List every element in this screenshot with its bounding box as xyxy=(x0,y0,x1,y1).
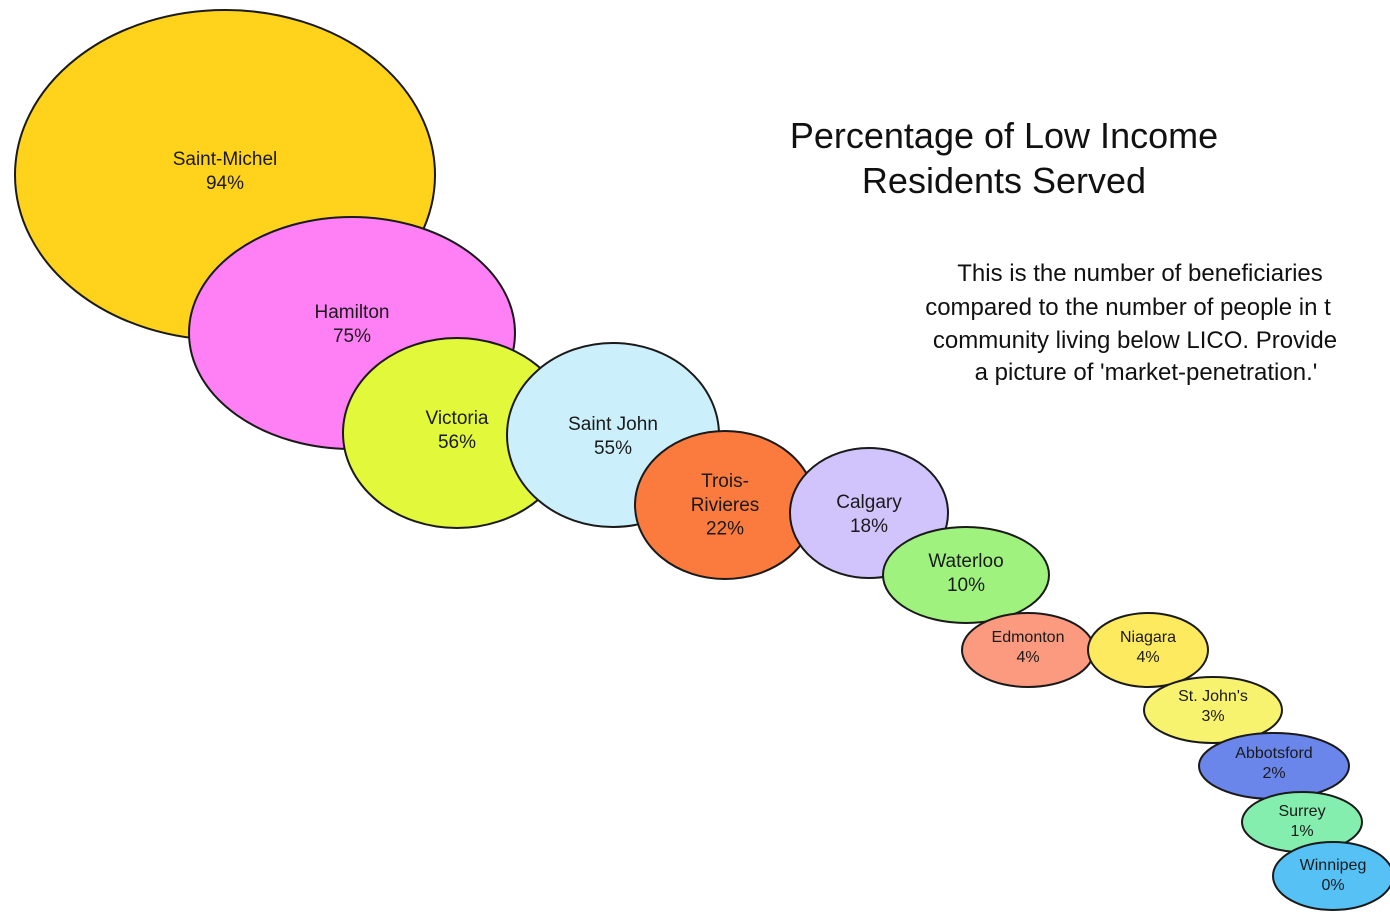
bubble-name-label: Rivieres xyxy=(691,495,760,516)
chart-subtitle-line-1: This is the number of beneficiaries xyxy=(957,260,1323,287)
bubble-name-label: Saint-Michel xyxy=(173,149,278,170)
bubble-trois-rivieres: Trois- Rivieres 22% xyxy=(634,430,816,580)
bubble-value-label: 55% xyxy=(594,438,632,459)
bubble-value-label: 4% xyxy=(1016,649,1039,666)
bubble-waterloo: Waterloo 10% xyxy=(882,526,1050,624)
bubbles-group: Saint-Michel 94% Hamilton 75% Victoria 56% Sai… xyxy=(14,9,1390,911)
bubble-value-label: 0% xyxy=(1321,877,1344,894)
bubble-value-label: 22% xyxy=(706,519,744,540)
bubble-winnipeg: Winnipeg 0% xyxy=(1272,841,1390,911)
bubble-st-john-s: St. John's 3% xyxy=(1143,676,1283,744)
bubble-niagara: Niagara 4% xyxy=(1087,612,1209,688)
bubble-name-label: Victoria xyxy=(425,408,488,429)
bubble-value-label: 3% xyxy=(1201,708,1224,725)
chart-title-line-2: Residents Served xyxy=(862,160,1146,201)
bubble-name-label: Niagara xyxy=(1120,629,1176,646)
chart-subtitle-line-3: community living below LICO. Provide xyxy=(933,327,1337,354)
bubble-value-label: 10% xyxy=(947,575,985,596)
chart-title-line-1: Percentage of Low Income xyxy=(790,115,1218,156)
bubble-shape xyxy=(1143,676,1283,744)
bubble-name-label: Surrey xyxy=(1278,803,1325,820)
bubble-name-label: Edmonton xyxy=(992,629,1065,646)
bubble-name-label: Abbotsford xyxy=(1235,745,1312,762)
bubble-value-label: 56% xyxy=(438,432,476,453)
bubble-value-label: 2% xyxy=(1262,765,1285,782)
bubble-value-label: 4% xyxy=(1136,649,1159,666)
bubble-name-label: Winnipeg xyxy=(1300,857,1367,874)
bubble-value-label: 18% xyxy=(850,516,888,537)
chart-subtitle-line-2: compared to the number of people in t xyxy=(925,294,1331,321)
bubble-value-label: 75% xyxy=(333,326,371,347)
bubble-surrey: Surrey 1% xyxy=(1241,791,1363,853)
chart-subtitle-line-4: a picture of 'market-penetration.' xyxy=(975,359,1318,386)
bubble-value-label: 94% xyxy=(206,173,244,194)
bubble-edmonton: Edmonton 4% xyxy=(961,612,1095,688)
bubble-name-label: Waterloo xyxy=(928,551,1003,572)
bubble-name-label: St. John's xyxy=(1178,688,1248,705)
bubble-name-label: Hamilton xyxy=(315,302,390,323)
bubble-shape xyxy=(1272,841,1390,911)
bubble-name-label: Trois- xyxy=(701,471,749,492)
bubble-shape xyxy=(882,526,1050,624)
bubble-abbotsford: Abbotsford 2% xyxy=(1198,732,1350,800)
bubble-name-label: Saint John xyxy=(568,414,658,435)
bubble-shape xyxy=(1087,612,1209,688)
bubble-value-label: 1% xyxy=(1290,823,1313,840)
bubble-name-label: Calgary xyxy=(836,492,902,513)
